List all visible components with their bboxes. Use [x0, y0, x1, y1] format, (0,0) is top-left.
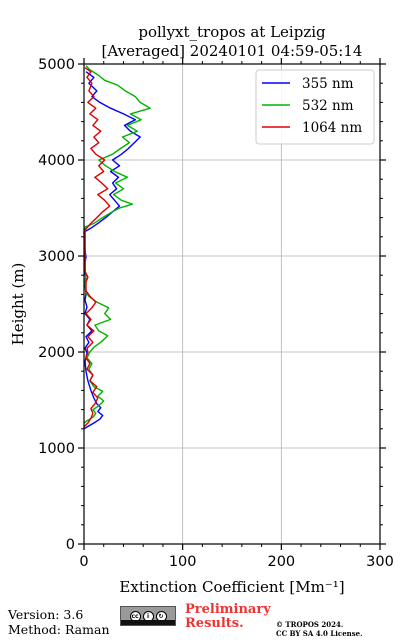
- y-tick-label-1: 1000: [38, 441, 75, 457]
- preliminary-line-1: Preliminary: [185, 602, 271, 617]
- method-text: Method: Raman: [8, 622, 110, 637]
- series-lines: [83, 65, 151, 430]
- copyright-line-1: © TROPOS 2024.: [276, 620, 344, 629]
- chart-title-line-2: [Averaged] 20240101 04:59-05:14: [102, 42, 363, 60]
- version-text: Version: 3.6: [8, 607, 84, 622]
- copyright-note: © TROPOS 2024. CC BY SA 4.0 License.: [276, 620, 363, 638]
- chart-title: pollyxt_tropos at Leipzig [Averaged] 202…: [102, 23, 363, 60]
- y-tick-label-5: 5000: [38, 57, 75, 73]
- series-line-1: [83, 65, 151, 424]
- y-tick-label-4: 4000: [38, 153, 75, 169]
- y-tick-label-0: 0: [66, 537, 75, 553]
- x-tick-label-2: 200: [267, 554, 295, 570]
- x-axis-label: Extinction Coefficient [Mm⁻¹]: [119, 578, 344, 596]
- x-tick-label-3: 300: [366, 554, 394, 570]
- legend: 355 nm 532 nm 1064 nm: [255, 69, 375, 145]
- series-line-2: [83, 67, 111, 428]
- cc-by-sa-badge-icon: cc i ↻: [120, 606, 176, 626]
- axis-ticks: [78, 58, 386, 550]
- legend-label-0: 355 nm: [302, 76, 354, 92]
- y-tick-label-2: 2000: [38, 345, 75, 361]
- preliminary-line-2: Results.: [185, 616, 244, 631]
- copyright-line-2: CC BY SA 4.0 License.: [276, 629, 363, 638]
- legend-label-2: 1064 nm: [302, 120, 362, 136]
- legend-label-1: 532 nm: [302, 98, 354, 114]
- footer-info: Version: 3.6 Method: Raman: [8, 607, 110, 637]
- preliminary-results-note: Preliminary Results.: [185, 603, 271, 631]
- legend-box: [255, 69, 375, 145]
- y-tick-label-3: 3000: [38, 249, 75, 265]
- badge-strip: [121, 620, 175, 625]
- extinction-profile-chart: pollyxt_tropos at Leipzig [Averaged] 202…: [9, 23, 394, 596]
- y-axis-label: Height (m): [9, 263, 27, 346]
- chart-title-line-1: pollyxt_tropos at Leipzig: [138, 23, 326, 41]
- x-tick-label-1: 100: [169, 554, 197, 570]
- x-tick-label-0: 0: [79, 554, 88, 570]
- plot-frame: [83, 63, 381, 545]
